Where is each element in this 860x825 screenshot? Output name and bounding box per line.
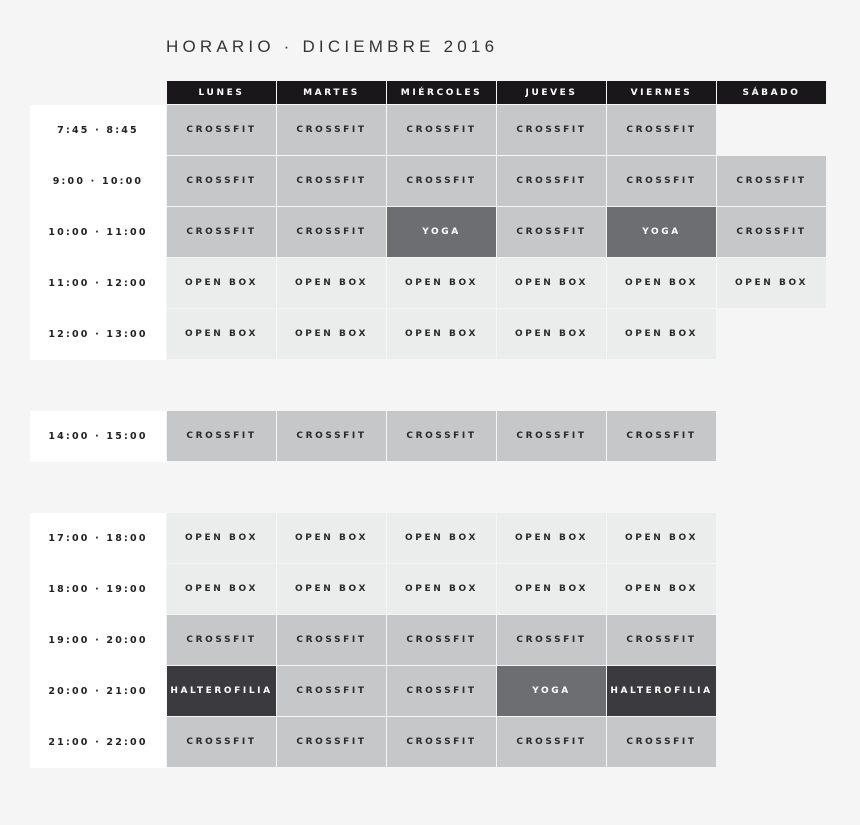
class-cell[interactable]: YOGA bbox=[497, 666, 606, 716]
empty-cell bbox=[717, 615, 826, 665]
schedule-block: 17:00 · 18:00 OPEN BOX OPEN BOX OPEN BOX OPE… bbox=[30, 513, 826, 768]
class-cell[interactable]: CROSSFIT bbox=[387, 156, 496, 206]
class-cell[interactable]: CROSSFIT bbox=[387, 411, 496, 461]
class-cell[interactable]: OPEN BOX bbox=[387, 309, 496, 359]
time-slot: 11:00 · 12:00 bbox=[30, 258, 166, 309]
time-slot: 14:00 · 15:00 bbox=[30, 411, 166, 462]
class-cell[interactable]: HALTEROFILIA bbox=[167, 666, 276, 716]
day-header-0: LUNES bbox=[167, 81, 276, 104]
class-cell[interactable]: YOGA bbox=[607, 207, 716, 257]
class-cell[interactable]: CROSSFIT bbox=[607, 717, 716, 767]
class-cell[interactable]: CROSSFIT bbox=[387, 105, 496, 155]
schedule-row: 19:00 · 20:00 CROSSFIT CROSSFIT CROSSFIT CRO… bbox=[30, 615, 826, 666]
class-cell[interactable]: OPEN BOX bbox=[607, 258, 716, 308]
schedule-row: 20:00 · 21:00 HALTEROFILIA CROSSFIT CROSSFI… bbox=[30, 666, 826, 717]
day-header-4: VIERNES bbox=[607, 81, 716, 104]
time-slot: 21:00 · 22:00 bbox=[30, 717, 166, 768]
class-cell[interactable]: CROSSFIT bbox=[277, 717, 386, 767]
schedule-row: 7:45 · 8:45 CROSSFIT CROSSFIT CROSSFIT CROSS… bbox=[30, 105, 826, 156]
time-slot: 20:00 · 21:00 bbox=[30, 666, 166, 717]
empty-cell bbox=[717, 105, 826, 155]
class-cell[interactable]: HALTEROFILIA bbox=[607, 666, 716, 716]
class-cell[interactable]: CROSSFIT bbox=[497, 105, 606, 155]
class-cell[interactable]: OPEN BOX bbox=[277, 513, 386, 563]
class-cell[interactable]: CROSSFIT bbox=[497, 411, 606, 461]
class-cell[interactable]: OPEN BOX bbox=[387, 513, 496, 563]
empty-cell bbox=[717, 717, 826, 767]
class-cell[interactable]: CROSSFIT bbox=[277, 411, 386, 461]
empty-cell bbox=[717, 513, 826, 563]
class-cell[interactable]: CROSSFIT bbox=[497, 207, 606, 257]
day-header-2: MIÉRCOLES bbox=[387, 81, 496, 104]
class-cell[interactable]: OPEN BOX bbox=[167, 309, 276, 359]
class-cell[interactable]: OPEN BOX bbox=[387, 564, 496, 614]
class-cell[interactable]: CROSSFIT bbox=[277, 156, 386, 206]
page-title: HORARIO · DICIEMBRE 2016 bbox=[166, 37, 499, 56]
schedule-block: 7:45 · 8:45 CROSSFIT CROSSFIT CROSSFIT CROSS… bbox=[30, 105, 826, 360]
class-cell[interactable]: CROSSFIT bbox=[167, 411, 276, 461]
class-cell[interactable]: CROSSFIT bbox=[497, 156, 606, 206]
class-cell[interactable]: OPEN BOX bbox=[497, 564, 606, 614]
schedule-row: 14:00 · 15:00 CROSSFIT CROSSFIT CROSSFIT CRO… bbox=[30, 411, 826, 462]
empty-cell bbox=[717, 666, 826, 716]
class-cell[interactable]: CROSSFIT bbox=[387, 717, 496, 767]
day-header-1: MARTES bbox=[277, 81, 386, 104]
class-cell[interactable]: CROSSFIT bbox=[607, 156, 716, 206]
class-cell[interactable]: OPEN BOX bbox=[717, 258, 826, 308]
class-cell[interactable]: OPEN BOX bbox=[497, 309, 606, 359]
schedule-row: 18:00 · 19:00 OPEN BOX OPEN BOX OPEN BOX OPE… bbox=[30, 564, 826, 615]
time-slot: 9:00 · 10:00 bbox=[30, 156, 166, 207]
class-cell[interactable]: CROSSFIT bbox=[717, 156, 826, 206]
schedule-row: 21:00 · 22:00 CROSSFIT CROSSFIT CROSSFIT CRO… bbox=[30, 717, 826, 768]
class-cell[interactable]: YOGA bbox=[387, 207, 496, 257]
day-header-3: JUEVES bbox=[497, 81, 606, 104]
day-header-5: SÁBADO bbox=[717, 81, 826, 104]
class-cell[interactable]: CROSSFIT bbox=[277, 105, 386, 155]
schedule-row: 9:00 · 10:00 CROSSFIT CROSSFIT CROSSFIT CROS… bbox=[30, 156, 826, 207]
class-cell[interactable]: OPEN BOX bbox=[387, 258, 496, 308]
class-cell[interactable]: CROSSFIT bbox=[497, 717, 606, 767]
empty-cell bbox=[717, 411, 826, 461]
class-cell[interactable]: OPEN BOX bbox=[497, 513, 606, 563]
class-cell[interactable]: CROSSFIT bbox=[167, 105, 276, 155]
schedule-row: 11:00 · 12:00 OPEN BOX OPEN BOX OPEN BOX OPE… bbox=[30, 258, 826, 309]
time-slot: 12:00 · 13:00 bbox=[30, 309, 166, 360]
empty-cell bbox=[717, 309, 826, 359]
class-cell[interactable]: CROSSFIT bbox=[607, 105, 716, 155]
class-cell[interactable]: OPEN BOX bbox=[497, 258, 606, 308]
schedule-row: 10:00 · 11:00 CROSSFIT CROSSFIT YOGA CROSSFI… bbox=[30, 207, 826, 258]
class-cell[interactable]: CROSSFIT bbox=[277, 207, 386, 257]
class-cell[interactable]: CROSSFIT bbox=[497, 615, 606, 665]
time-slot: 19:00 · 20:00 bbox=[30, 615, 166, 666]
time-slot: 10:00 · 11:00 bbox=[30, 207, 166, 258]
class-cell[interactable]: CROSSFIT bbox=[167, 717, 276, 767]
time-slot: 17:00 · 18:00 bbox=[30, 513, 166, 564]
class-cell[interactable]: OPEN BOX bbox=[607, 564, 716, 614]
class-cell[interactable]: OPEN BOX bbox=[277, 564, 386, 614]
class-cell[interactable]: OPEN BOX bbox=[167, 564, 276, 614]
schedule-row: 12:00 · 13:00 OPEN BOX OPEN BOX OPEN BOX OPE… bbox=[30, 309, 826, 360]
empty-cell bbox=[717, 564, 826, 614]
class-cell[interactable]: OPEN BOX bbox=[277, 258, 386, 308]
class-cell[interactable]: CROSSFIT bbox=[717, 207, 826, 257]
class-cell[interactable]: CROSSFIT bbox=[607, 615, 716, 665]
class-cell[interactable]: CROSSFIT bbox=[167, 615, 276, 665]
class-cell[interactable]: CROSSFIT bbox=[277, 666, 386, 716]
class-cell[interactable]: CROSSFIT bbox=[277, 615, 386, 665]
class-cell[interactable]: OPEN BOX bbox=[167, 258, 276, 308]
time-slot: 7:45 · 8:45 bbox=[30, 105, 166, 156]
schedule-row: 17:00 · 18:00 OPEN BOX OPEN BOX OPEN BOX OPE… bbox=[30, 513, 826, 564]
time-slot: 18:00 · 19:00 bbox=[30, 564, 166, 615]
class-cell[interactable]: CROSSFIT bbox=[387, 666, 496, 716]
class-cell[interactable]: CROSSFIT bbox=[167, 207, 276, 257]
day-header-row: LUNES MARTES MIÉRCOLES JUEVES VIERNES SÁBADO bbox=[167, 81, 827, 104]
schedule-block: 14:00 · 15:00 CROSSFIT CROSSFIT CROSSFIT CRO… bbox=[30, 411, 826, 462]
class-cell[interactable]: OPEN BOX bbox=[607, 513, 716, 563]
class-cell[interactable]: CROSSFIT bbox=[167, 156, 276, 206]
class-cell[interactable]: OPEN BOX bbox=[167, 513, 276, 563]
class-cell[interactable]: OPEN BOX bbox=[277, 309, 386, 359]
class-cell[interactable]: CROSSFIT bbox=[387, 615, 496, 665]
class-cell[interactable]: OPEN BOX bbox=[607, 309, 716, 359]
class-cell[interactable]: CROSSFIT bbox=[607, 411, 716, 461]
